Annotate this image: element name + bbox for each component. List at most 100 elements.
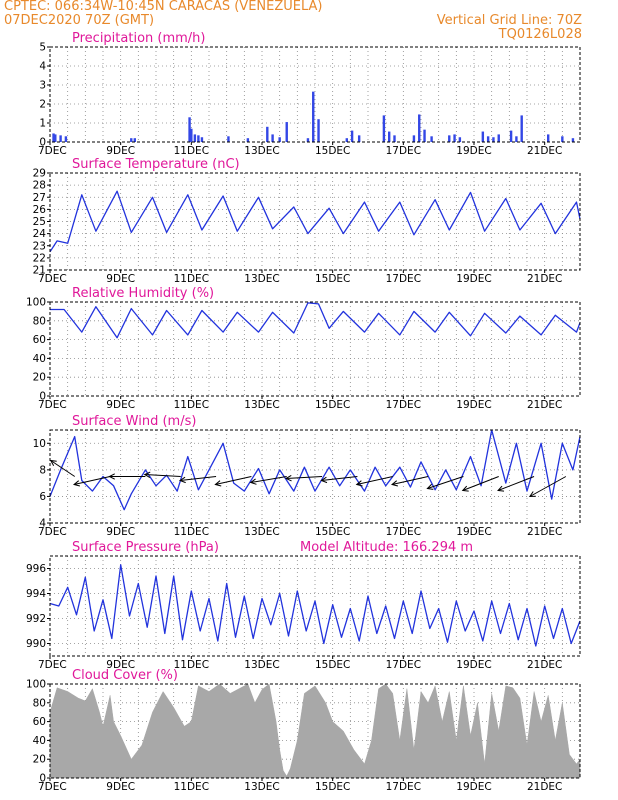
precipitation-ytick-label: 2 [39,99,46,111]
precipitation-ytick-label: 5 [39,42,46,54]
humidity-ytick-label: 20 [33,372,46,384]
temperature-ytick-label: 22 [33,252,46,264]
temperature-xtick-label: 9DEC [106,273,135,285]
model-code: TQ0126L028 [498,27,582,42]
precipitation-bar [571,138,575,142]
wind-xtick-label: 7DEC [38,526,67,538]
wind-vector [529,476,567,497]
precipitation-bar [458,137,462,142]
humidity-line [50,302,581,339]
precipitation-bar [306,138,310,142]
humidity-title: Relative Humidity (%) [72,286,214,301]
humidity-xtick-label: 11DEC [174,399,209,411]
precipitation-frame [49,46,581,143]
wind-vector [356,476,393,485]
humidity-frame [49,301,581,397]
wind-vector-head [49,459,57,466]
precipitation-bar [190,128,193,142]
precipitation-bar [64,136,68,142]
pressure-xtick-label: 9DEC [106,659,135,671]
pressure-ytick-label: 990 [26,638,46,650]
cloud-xtick-label: 17DEC [386,781,421,793]
humidity-ytick-label: 0 [39,391,46,403]
precipitation-bar [200,137,204,142]
temperature-ytick-label: 23 [33,240,46,252]
wind-xtick-label: 17DEC [386,526,421,538]
humidity-xtick-label: 15DEC [315,399,350,411]
wind-xtick-label: 9DEC [106,526,135,538]
temperature-xtick-label: 11DEC [174,273,209,285]
cloud-xtick-label: 13DEC [244,781,279,793]
precipitation-bar [520,115,523,142]
temperature-title: Surface Temperature (nC) [72,157,240,172]
precipitation-bar [423,129,426,142]
wind-vector [286,476,323,479]
precipitation-bar [52,133,55,142]
precipitation-xtick-label: 15DEC [315,145,350,157]
precipitation-bar [388,131,391,142]
humidity-ytick-label: 60 [33,334,46,346]
precipitation-bar [448,135,451,142]
pressure-frame [49,555,581,657]
wind-vector-head [528,491,536,498]
humidity-xtick-label: 9DEC [106,399,135,411]
humidity-xtick-label: 21DEC [527,399,562,411]
wind-vector [321,476,358,481]
precipitation-xtick-label: 9DEC [106,145,135,157]
cloud-xtick-label: 11DEC [174,781,209,793]
precipitation-bar [497,134,500,142]
temperature-line [49,190,581,253]
wind-vector-head [497,485,505,492]
wind-ytick-label: 6 [39,491,46,503]
pressure-xtick-label: 19DEC [456,659,491,671]
cloud-area [49,683,581,779]
temperature-ytick-label: 21 [33,265,46,277]
temperature-xtick-label: 13DEC [244,273,279,285]
cloud-xtick-label: 15DEC [315,781,350,793]
humidity-xtick-label: 17DEC [386,399,421,411]
pressure-ytick-label: 992 [26,613,46,625]
wind-vector-head [426,483,434,490]
cloud-ytick-label: 20 [33,754,46,766]
precipitation-bar [357,135,361,142]
wind-vector [73,476,111,485]
wind-ytick-label: 4 [39,518,46,530]
cloud-xtick-label: 21DEC [527,781,562,793]
precipitation-bar [350,130,354,142]
wind-vector [180,476,217,481]
wind-ytick-label: 8 [39,464,46,476]
precipitation-bar [130,138,133,142]
precipitation-ytick-label: 4 [39,61,46,73]
wind-vector-head [143,471,151,478]
precipitation-xtick-label: 19DEC [456,145,491,157]
wind-vector [427,476,464,489]
precipitation-xtick-label: 17DEC [386,145,421,157]
grid-note: Vertical Grid Line: 70Z [436,13,582,28]
precipitation-bar [515,136,518,142]
wind-ytick-label: 10 [33,438,46,450]
wind-vector-head [214,480,222,487]
humidity-xtick-label: 7DEC [38,399,67,411]
wind-vector [462,476,499,491]
wind-vector [497,476,535,491]
cloud-xtick-label: 9DEC [106,781,135,793]
pressure-xtick-label: 15DEC [315,659,350,671]
precipitation-bar [197,135,200,142]
cloud-ytick-label: 40 [33,735,46,747]
wind-xtick-label: 13DEC [244,526,279,538]
wind-vector-head [320,476,328,484]
precipitation-bar [345,138,348,142]
precipitation-bar [453,134,456,142]
precipitation-bar [193,134,197,142]
wind-vector [144,474,181,477]
precipitation-bar [59,135,62,142]
temperature-xtick-label: 7DEC [38,273,67,285]
precipitation-bar [412,135,416,142]
temperature-ytick-label: 26 [33,204,47,216]
precipitation-xtick-label: 21DEC [527,145,562,157]
temperature-ytick-label: 24 [33,228,47,240]
wind-vector-head [461,485,469,492]
wind-line [49,429,581,511]
precipitation-bar [430,136,433,142]
